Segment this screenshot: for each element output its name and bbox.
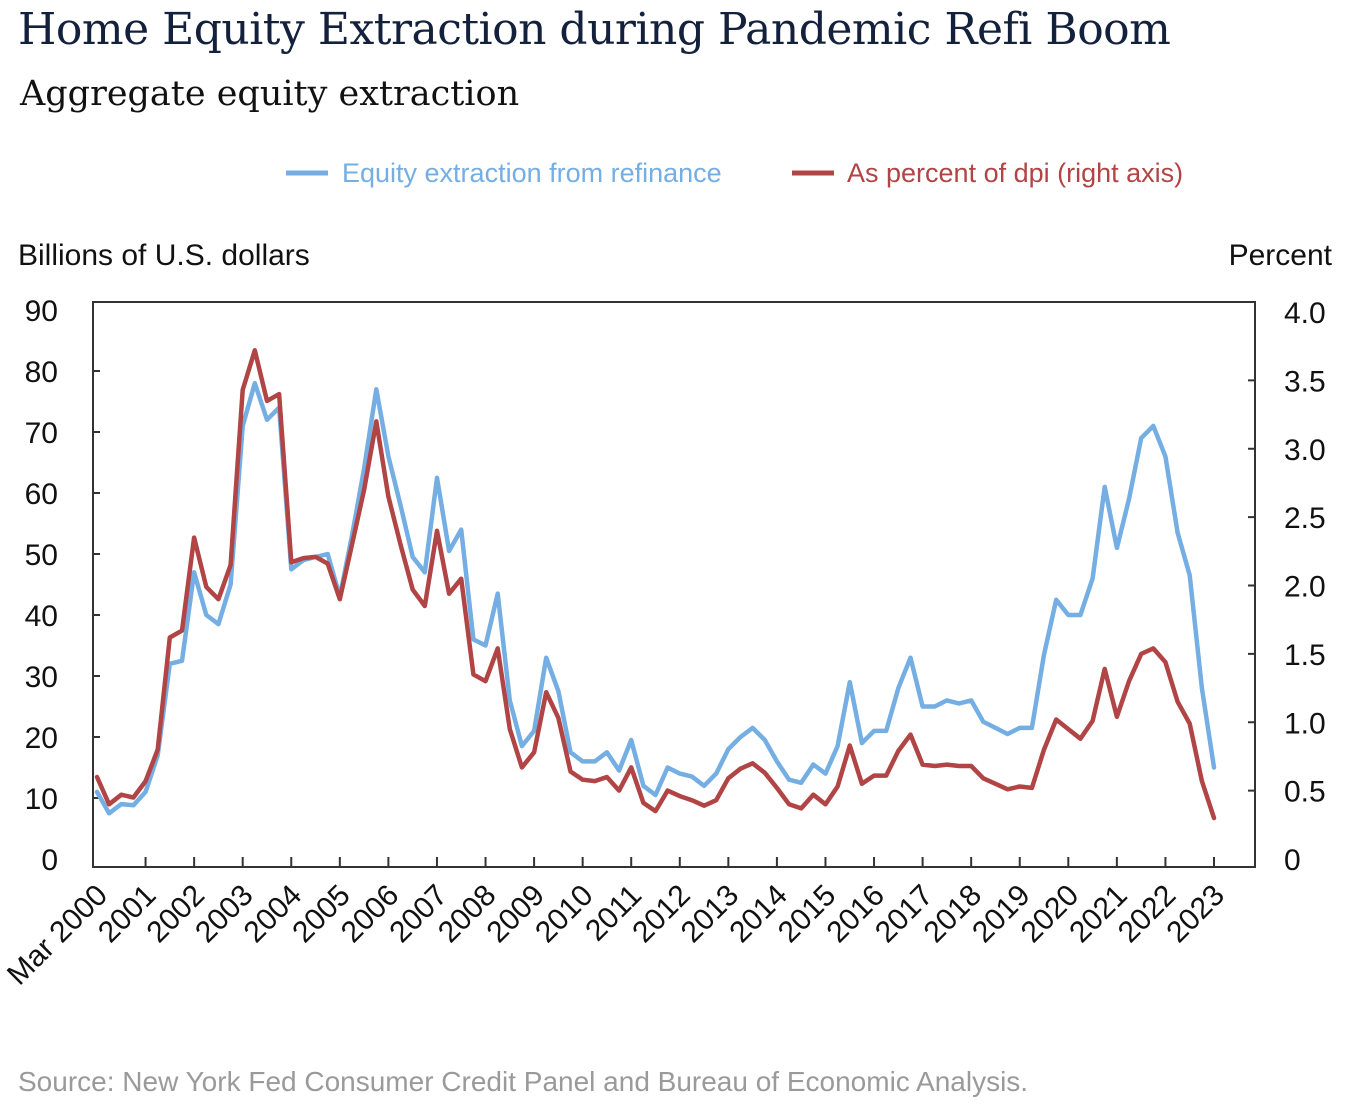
plot-frame	[92, 301, 1256, 868]
source-note: Source: New York Fed Consumer Credit Pan…	[18, 1066, 1029, 1097]
chart: Equity extraction from refinance As perc…	[1, 158, 1333, 992]
series-line-dpi	[94, 348, 1217, 821]
left-tick-label: 40	[25, 600, 58, 633]
right-tick-label: 1.5	[1284, 639, 1326, 672]
x-tick-label: 2023	[1160, 879, 1231, 950]
legend-label-dpi: As percent of dpi (right axis)	[847, 158, 1183, 188]
series-lines	[94, 348, 1217, 821]
right-axis-ticks: 0 0.5 1.0 1.5 2.0 2.5 3.0 3.5 4.0	[1248, 297, 1326, 877]
chart-subtitle: Aggregate equity extraction	[20, 74, 520, 114]
x-tick-label: Mar 2000	[1, 879, 114, 992]
left-axis-label: Billions of U.S. dollars	[18, 239, 310, 272]
right-tick-label: 0.5	[1284, 776, 1326, 809]
left-tick-label: 20	[25, 722, 58, 755]
left-tick-label: 90	[25, 295, 58, 328]
right-tick-label: 3.5	[1284, 365, 1326, 398]
right-tick-label: 2.5	[1284, 502, 1326, 535]
left-tick-label: 50	[25, 539, 58, 572]
right-tick-label: 3.0	[1284, 434, 1326, 467]
chart-title: Home Equity Extraction during Pandemic R…	[18, 4, 1171, 55]
left-tick-label: 60	[25, 478, 58, 511]
left-tick-label: 80	[25, 356, 58, 389]
left-tick-label: 10	[25, 783, 58, 816]
right-tick-label: 0	[1284, 844, 1301, 877]
legend: Equity extraction from refinance As perc…	[286, 158, 1183, 188]
right-tick-label: 1.0	[1284, 707, 1326, 740]
right-tick-label: 4.0	[1284, 297, 1326, 330]
legend-label-refinance: Equity extraction from refinance	[342, 158, 722, 188]
right-axis-label: Percent	[1229, 239, 1333, 272]
left-tick-label: 30	[25, 661, 58, 694]
right-tick-label: 2.0	[1284, 571, 1326, 604]
left-axis-ticks: 0 10 20 30 40 50 60 70 80 90	[25, 295, 100, 877]
x-axis-ticks: Mar 200020012002200320042005200620072008…	[1, 857, 1231, 992]
left-tick-label: 70	[25, 417, 58, 450]
left-tick-label: 0	[41, 844, 58, 877]
